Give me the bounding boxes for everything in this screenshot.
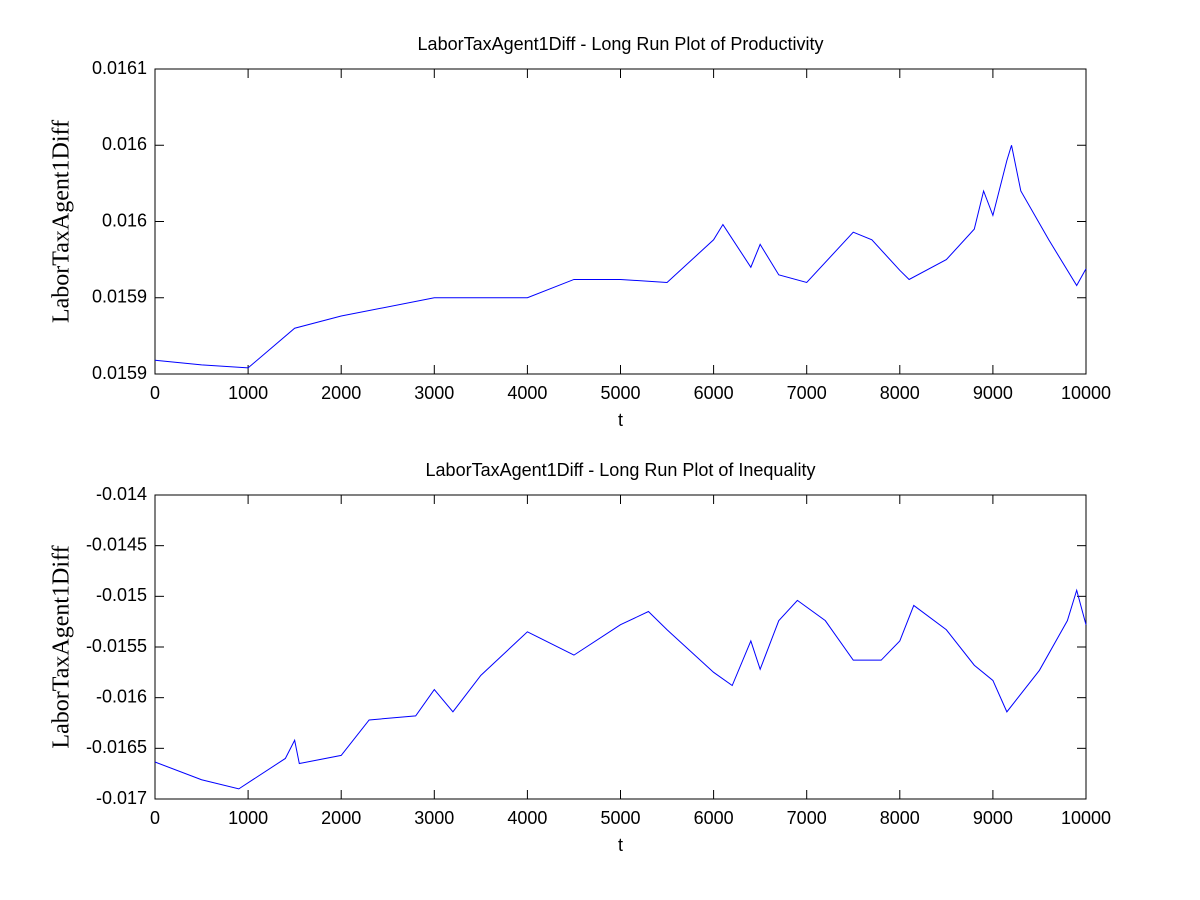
y-tick-label: 0.0159 xyxy=(92,363,147,383)
x-tick-label: 2000 xyxy=(321,383,361,403)
y-tick-label: -0.014 xyxy=(96,484,147,504)
y-axis-label: LaborTaxAgent1Diff xyxy=(49,120,75,323)
data-line xyxy=(154,588,1087,790)
chart-title: LaborTaxAgent1Diff - Long Run Plot of Pr… xyxy=(418,34,824,54)
y-tick-label: -0.0145 xyxy=(86,534,147,554)
x-tick-label: 6000 xyxy=(694,808,734,828)
y-tick-label: 0.016 xyxy=(102,210,147,230)
plot-area xyxy=(154,494,1087,800)
x-tick-label: 5000 xyxy=(600,808,640,828)
y-axis-label: LaborTaxAgent1Diff xyxy=(49,545,75,748)
x-tick-label: 5000 xyxy=(600,383,640,403)
x-tick-label: 1000 xyxy=(228,383,268,403)
x-tick-label: 3000 xyxy=(414,383,454,403)
x-tick-label: 6000 xyxy=(694,383,734,403)
y-tick-label: -0.0155 xyxy=(86,636,147,656)
y-tick-label: -0.016 xyxy=(96,686,147,706)
x-tick-label: 0 xyxy=(150,808,160,828)
y-tick-label: -0.0165 xyxy=(86,737,147,757)
y-tick-label: 0.0159 xyxy=(92,287,147,307)
y-tick-label: -0.017 xyxy=(96,788,147,808)
x-tick-label: 9000 xyxy=(973,808,1013,828)
x-tick-label: 4000 xyxy=(507,383,547,403)
x-tick-label: 9000 xyxy=(973,383,1013,403)
y-tick-label: 0.016 xyxy=(102,134,147,154)
x-tick-label: 4000 xyxy=(507,808,547,828)
chart-title: LaborTaxAgent1Diff - Long Run Plot of In… xyxy=(426,460,816,480)
x-tick-label: 8000 xyxy=(880,808,920,828)
x-axis-label: t xyxy=(618,835,623,855)
x-tick-label: 10000 xyxy=(1061,383,1111,403)
x-tick-label: 7000 xyxy=(787,808,827,828)
x-tick-label: 10000 xyxy=(1061,808,1111,828)
x-tick-label: 2000 xyxy=(321,808,361,828)
y-tick-label: 0.0161 xyxy=(92,58,147,78)
x-axis-label: t xyxy=(618,410,623,430)
plot-area xyxy=(154,68,1087,375)
x-tick-label: 0 xyxy=(150,383,160,403)
x-tick-label: 8000 xyxy=(880,383,920,403)
x-tick-label: 7000 xyxy=(787,383,827,403)
x-tick-label: 1000 xyxy=(228,808,268,828)
y-tick-label: -0.015 xyxy=(96,585,147,605)
data-line xyxy=(154,145,1087,369)
x-tick-label: 3000 xyxy=(414,808,454,828)
